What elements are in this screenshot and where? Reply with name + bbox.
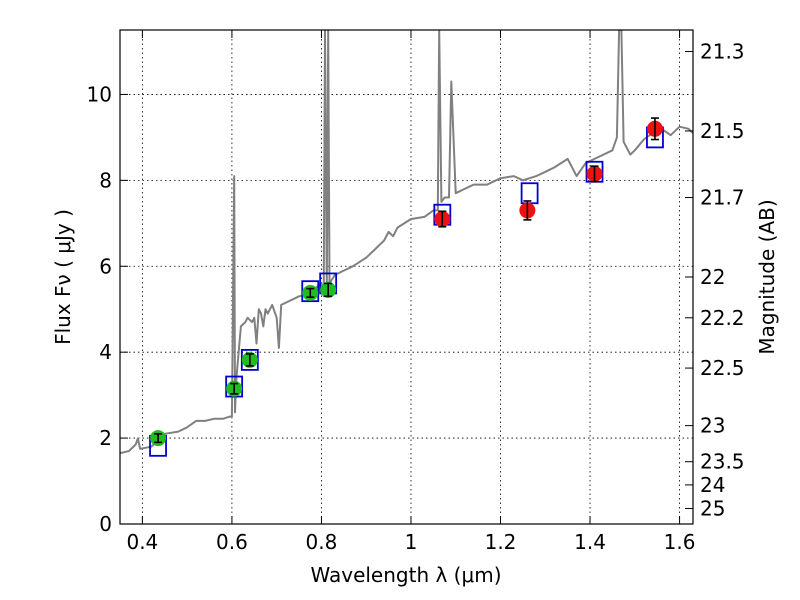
y2-tick-label: 23 — [700, 414, 725, 438]
x-tick-label: 1.6 — [664, 530, 696, 554]
plot-frame — [119, 29, 694, 525]
x-tick-label: 0.4 — [126, 530, 158, 554]
y2-tick-label: 24 — [700, 473, 725, 497]
y-axis-title: Flux Fν ( μJy ) — [51, 209, 75, 345]
grid-lines — [120, 30, 693, 525]
x-tick-label: 1.4 — [574, 530, 606, 554]
x-tick-label: 0.6 — [216, 530, 248, 554]
y-tick-label: 10 — [87, 82, 112, 106]
y2-tick-label: 22.2 — [700, 306, 745, 330]
x-tick-label: 1.2 — [485, 530, 517, 554]
x-axis-title: Wavelength λ (μm) — [310, 563, 501, 587]
x-tick-label: 0.8 — [306, 530, 338, 554]
y2-tick-label: 21.3 — [700, 39, 745, 63]
axis-ticks — [120, 30, 693, 525]
spectrum-line — [120, 30, 693, 455]
y-tick-label: 0 — [99, 512, 112, 536]
y2-tick-label: 21.5 — [700, 119, 745, 143]
data-layer — [120, 30, 693, 457]
y-tick-label: 4 — [99, 340, 112, 364]
y2-tick-label: 22 — [700, 265, 725, 289]
y2-tick-label: 22.5 — [700, 356, 745, 380]
y-tick-label: 2 — [99, 426, 112, 450]
y2-tick-label: 21.7 — [700, 186, 745, 210]
y-tick-label: 8 — [99, 168, 112, 192]
tick-labels: 0.4 0.6 0.8 1 1.2 1.4 1.6024681021.321.521.722… — [87, 39, 745, 554]
model-point-square — [301, 280, 320, 303]
x-tick-label: 1 — [405, 530, 418, 554]
y-tick-label: 6 — [99, 254, 112, 278]
y2-tick-label: 23.5 — [700, 450, 745, 474]
y2-tick-label: 25 — [700, 497, 725, 521]
y2-axis-title: Magnitude (AB) — [755, 199, 779, 354]
